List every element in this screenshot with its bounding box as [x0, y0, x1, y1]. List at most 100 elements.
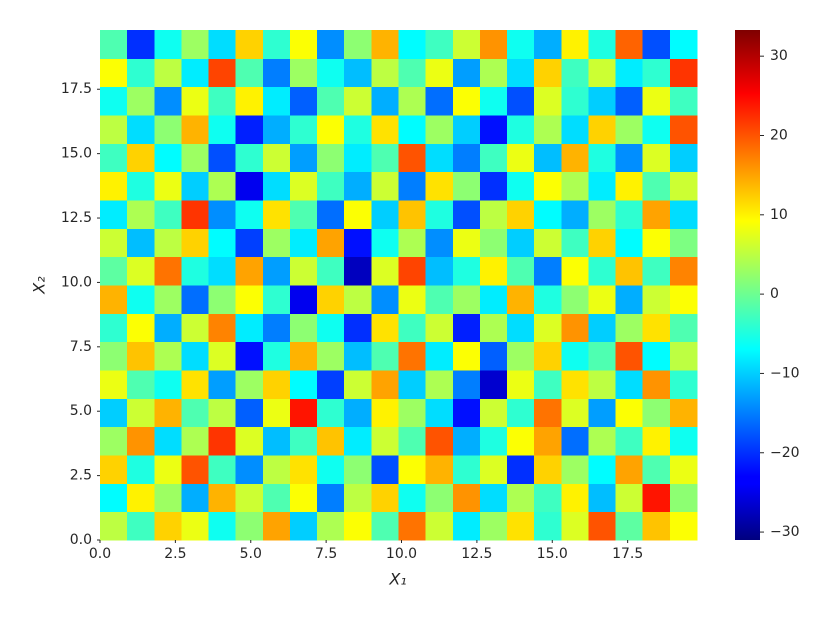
heatmap-cell [425, 370, 454, 399]
heatmap-cell [262, 86, 291, 116]
heatmap-cell [317, 398, 345, 428]
heatmap-cell [181, 200, 210, 229]
heatmap-cell [479, 511, 508, 541]
heatmap-cell [452, 370, 481, 399]
heatmap-cell [398, 426, 427, 456]
heatmap-cell [479, 30, 508, 59]
heatmap-cell [100, 341, 128, 371]
heatmap-cell [371, 341, 399, 371]
colorbar-tick-label: −10 [770, 365, 800, 381]
heatmap-cell [262, 398, 291, 428]
heatmap-cell [371, 115, 399, 144]
heatmap-cell [289, 398, 318, 428]
heatmap-cell [344, 285, 372, 314]
heatmap-cell [479, 370, 508, 399]
heatmap-cell [588, 115, 617, 144]
heatmap-cell [669, 455, 698, 484]
heatmap-cell [561, 398, 589, 428]
heatmap-cell [154, 30, 182, 59]
heatmap-cell [208, 256, 237, 286]
heatmap-cell [181, 115, 210, 144]
heatmap-cell [425, 200, 454, 229]
heatmap-cell [425, 511, 454, 541]
heatmap-cell [208, 143, 237, 173]
heatmap-cell [127, 370, 155, 399]
heatmap-cell [235, 86, 264, 116]
heatmap-cell [317, 511, 345, 541]
heatmap-cell [181, 370, 210, 399]
heatmap-cell [127, 511, 155, 541]
heatmap-cell [398, 256, 427, 286]
heatmap-cell [181, 285, 210, 314]
heatmap-cell [615, 313, 644, 343]
heatmap-cell [561, 30, 589, 59]
heatmap-cell [127, 256, 155, 286]
heatmap-cell [615, 455, 644, 484]
heatmap-cell [100, 143, 128, 173]
heatmap-cell [479, 313, 508, 343]
heatmap-cell [642, 256, 671, 286]
heatmap-cell [289, 256, 318, 286]
heatmap-cell [507, 86, 535, 116]
heatmap-cell [289, 370, 318, 399]
heatmap-cell [100, 115, 128, 144]
heatmap-cell [588, 30, 617, 59]
heatmap-cell [669, 483, 698, 513]
heatmap-cell [289, 426, 318, 456]
heatmap-cell [262, 341, 291, 371]
heatmap-cell [561, 313, 589, 343]
heatmap-cell [534, 171, 562, 201]
heatmap-cell [479, 86, 508, 116]
heatmap-cell [669, 228, 698, 258]
heatmap-cell [154, 171, 182, 201]
heatmap-cell [127, 455, 155, 484]
heatmap-cell [235, 483, 264, 513]
heatmap-cell [534, 58, 562, 88]
heatmap-cell [127, 171, 155, 201]
heatmap-cell [371, 200, 399, 229]
heatmap-cell [289, 483, 318, 513]
heatmap-cell [615, 115, 644, 144]
heatmap-cell [425, 398, 454, 428]
heatmap-cell [642, 30, 671, 59]
heatmap-cell [398, 398, 427, 428]
heatmap-cell [425, 115, 454, 144]
heatmap-cell [344, 256, 372, 286]
heatmap-cell [561, 426, 589, 456]
heatmap-cell [669, 115, 698, 144]
heatmap-cell [479, 228, 508, 258]
heatmap-cell [344, 171, 372, 201]
heatmap-cell [642, 511, 671, 541]
heatmap-cell [127, 426, 155, 456]
heatmap-cell [425, 171, 454, 201]
heatmap-cell [344, 511, 372, 541]
heatmap-cell [100, 511, 128, 541]
heatmap-cell [289, 58, 318, 88]
heatmap-cell [127, 143, 155, 173]
heatmap-cell [398, 30, 427, 59]
heatmap-cell [561, 58, 589, 88]
heatmap-cell [452, 200, 481, 229]
heatmap-cell [669, 398, 698, 428]
heatmap-cell [181, 483, 210, 513]
heatmap-cell [507, 398, 535, 428]
heatmap-cell [615, 171, 644, 201]
heatmap-cell [317, 115, 345, 144]
x-tick-label: 5.0 [240, 546, 262, 562]
heatmap-cell [534, 313, 562, 343]
heatmap-cell [398, 313, 427, 343]
heatmap-cell [289, 143, 318, 173]
heatmap-cell [235, 171, 264, 201]
heatmap-cell [588, 426, 617, 456]
y-tick-label: 0.0 [70, 532, 92, 548]
heatmap-cell [507, 58, 535, 88]
heatmap-cell [507, 313, 535, 343]
heatmap-cell [344, 313, 372, 343]
heatmap-cell [425, 285, 454, 314]
heatmap-cell [615, 228, 644, 258]
heatmap-cell [100, 483, 128, 513]
heatmap-cell [398, 228, 427, 258]
heatmap-cell [208, 285, 237, 314]
heatmap-cell [452, 341, 481, 371]
heatmap-cell [289, 228, 318, 258]
